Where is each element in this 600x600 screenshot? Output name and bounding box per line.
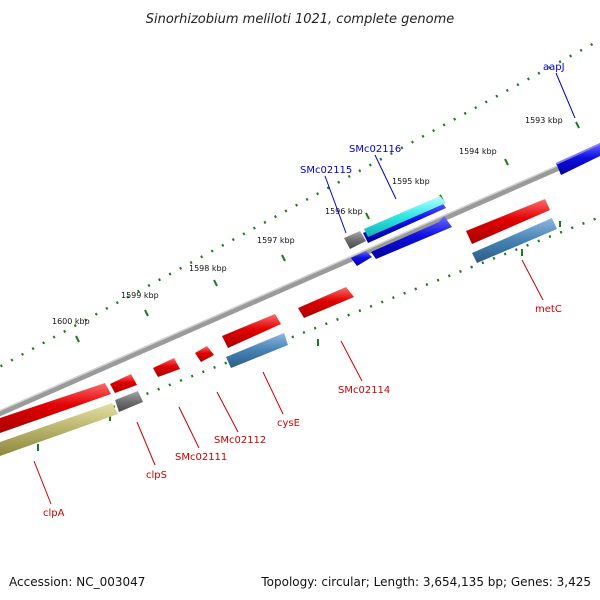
tick-label: 1599 kbp (121, 291, 159, 300)
major-ticks (37, 121, 580, 451)
cds-SMc02116-blue[interactable] (371, 216, 452, 259)
gene-label-SMc02111[interactable]: SMc02111 (175, 452, 227, 463)
rna-metC[interactable] (472, 218, 557, 263)
cds-clpA[interactable] (0, 383, 111, 433)
cds-clpS[interactable] (110, 374, 137, 393)
gene-label-SMc02116[interactable]: SMc02116 (349, 144, 401, 155)
feature-clpS-gray[interactable] (115, 391, 143, 412)
gene-labels: aapJ SMc02116 SMc02115 metC SMc02114 cys… (43, 62, 565, 519)
genome-backbone (0, 147, 600, 417)
gene-label-SMc02114[interactable]: SMc02114 (338, 385, 390, 396)
label-leaders (33, 72, 576, 505)
cds-SMc02114[interactable] (298, 287, 354, 318)
tick-label: 1593 kbp (525, 116, 563, 125)
cds-SMc02112[interactable] (195, 346, 214, 362)
tick-label: 1596 kbp (325, 207, 363, 216)
rna-cysE[interactable] (226, 333, 288, 368)
feature-SMc02115-gray[interactable] (344, 231, 366, 249)
gene-label-metC[interactable]: metC (535, 304, 562, 315)
cds-SMc02111[interactable] (153, 358, 180, 377)
map-title: Sinorhizobium meliloti 1021, complete ge… (146, 12, 455, 27)
accession-text: Accession: NC_003047 (9, 575, 145, 589)
forward-strand-features (0, 199, 557, 456)
reverse-strand-features (344, 143, 600, 266)
tick-labels: 1593 kbp 1594 kbp 1595 kbp 1596 kbp 1597… (52, 116, 563, 326)
cds-aapJ[interactable] (556, 143, 600, 175)
tick-label: 1595 kbp (392, 177, 430, 186)
gene-label-aapJ[interactable]: aapJ (543, 62, 565, 73)
cds-metC[interactable] (466, 199, 550, 244)
tick-label: 1594 kbp (459, 147, 497, 156)
cds-SMc02116[interactable] (363, 196, 446, 243)
gene-label-cysE[interactable]: cysE (277, 418, 300, 429)
tick-label: 1597 kbp (257, 236, 295, 245)
rna-clpA[interactable] (0, 403, 118, 456)
tick-label: 1600 kbp (52, 317, 90, 326)
cds-cysE[interactable] (222, 314, 281, 348)
gene-label-clpA[interactable]: clpA (43, 508, 65, 519)
gene-label-SMc02115[interactable]: SMc02115 (300, 165, 352, 176)
gene-label-SMc02112[interactable]: SMc02112 (214, 435, 266, 446)
cds-SMc02115[interactable] (351, 251, 372, 266)
genome-summary-text: Topology: circular; Length: 3,654,135 bp… (260, 575, 591, 589)
gene-label-clpS[interactable]: clpS (146, 470, 167, 481)
tick-label: 1598 kbp (189, 264, 227, 273)
genome-backbone-highlight (0, 146, 600, 412)
outer-tick-ring (0, 38, 600, 368)
